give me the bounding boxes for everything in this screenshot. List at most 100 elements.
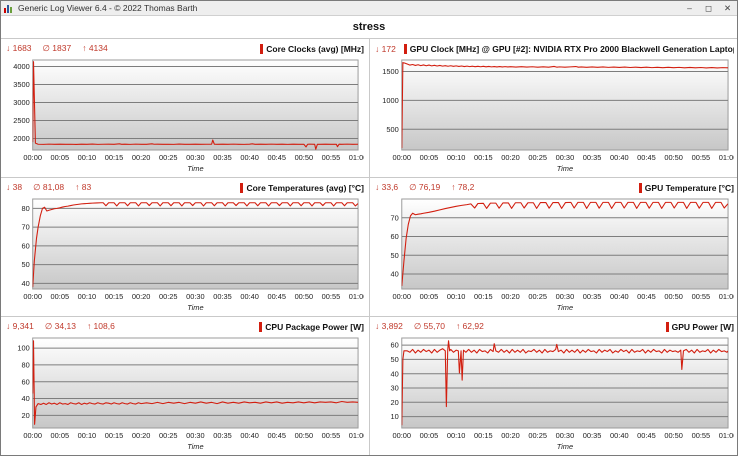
svg-text:00:20: 00:20 (132, 153, 151, 162)
svg-text:00:15: 00:15 (474, 431, 493, 440)
svg-text:00:40: 00:40 (610, 153, 629, 162)
svg-text:00:25: 00:25 (159, 431, 178, 440)
minimize-button[interactable]: – (687, 3, 692, 13)
svg-text:00:00: 00:00 (392, 292, 411, 301)
series-color-marker (260, 43, 264, 54)
svg-text:00:40: 00:40 (240, 431, 259, 440)
svg-text:00:00: 00:00 (392, 153, 411, 162)
svg-text:00:10: 00:10 (78, 431, 97, 440)
svg-text:100: 100 (17, 344, 29, 353)
series-color-marker (240, 182, 244, 193)
svg-text:00:05: 00:05 (51, 153, 70, 162)
chart-canvas-gpu-power[interactable]: 10 20 30 40 50 60 00:00 00:05 00:10 00:15 00:20 00:… (375, 334, 734, 452)
chart-panel-core-temperatures: ↓ 38 ∅ 81,08 ↑ 83 Core Temperatures (avg) … (1, 178, 370, 317)
svg-text:00:30: 00:30 (556, 292, 575, 301)
stat-value: ∅ 1837 (42, 43, 72, 53)
svg-text:00:25: 00:25 (159, 292, 178, 301)
chart-panel-gpu-temperature: ↓ 33,6 ∅ 76,19 ↑ 78,2 GPU Temperature [°C]… (370, 178, 737, 317)
svg-text:00:45: 00:45 (637, 292, 656, 301)
svg-text:00:20: 00:20 (132, 431, 151, 440)
svg-text:00:55: 00:55 (322, 431, 341, 440)
chart-canvas-gpu-clock[interactable]: 500 1000 1500 00:00 00:05 00:10 00:15 00:20 00:2… (375, 56, 734, 174)
svg-text:00:05: 00:05 (420, 292, 439, 301)
svg-text:1000: 1000 (382, 96, 399, 105)
svg-text:00:55: 00:55 (322, 153, 341, 162)
svg-text:60: 60 (21, 241, 29, 250)
svg-text:00:10: 00:10 (78, 292, 97, 301)
svg-text:00:20: 00:20 (501, 153, 520, 162)
svg-text:00:30: 00:30 (556, 153, 575, 162)
svg-text:00:45: 00:45 (637, 431, 656, 440)
chart-canvas-cpu-package-power[interactable]: 20 40 60 80 100 00:00 00:05 00:10 00:15 00:20 00:2… (6, 334, 364, 452)
chart-panel-core-clocks: ↓ 1683 ∅ 1837 ↑ 4134 Core Clocks (avg) [MH… (1, 39, 370, 178)
charts-grid: ↓ 1683 ∅ 1837 ↑ 4134 Core Clocks (avg) [MH… (1, 38, 737, 455)
svg-text:Time: Time (557, 164, 573, 173)
stat-value: ∅ 55,70 (413, 321, 445, 331)
chart-canvas-core-temperatures[interactable]: 40 50 60 70 80 00:00 00:05 00:10 00:15 00:20 00:25… (6, 195, 364, 313)
svg-text:00:50: 00:50 (664, 153, 683, 162)
svg-text:60: 60 (391, 341, 399, 350)
svg-text:3000: 3000 (13, 98, 29, 107)
svg-text:00:15: 00:15 (105, 292, 124, 301)
svg-text:00:05: 00:05 (51, 292, 70, 301)
series-color-marker (665, 321, 669, 332)
chart-title: Core Clocks (avg) [MHz] (266, 43, 364, 54)
svg-text:00:00: 00:00 (23, 153, 42, 162)
svg-text:00:45: 00:45 (637, 153, 656, 162)
svg-text:01:00: 01:00 (349, 153, 364, 162)
svg-text:2500: 2500 (13, 116, 29, 125)
chart-stats: ↓ 3,892 ∅ 55,70 ↑ 62,92 (375, 321, 484, 332)
app-icon (4, 3, 14, 13)
svg-text:00:15: 00:15 (105, 431, 124, 440)
svg-text:1500: 1500 (382, 67, 399, 76)
stat-value: ↑ 108,6 (86, 321, 115, 331)
svg-text:00:00: 00:00 (392, 431, 411, 440)
svg-text:00:50: 00:50 (295, 153, 314, 162)
chart-title: CPU Package Power [W] (265, 321, 364, 332)
stat-value: ↑ 4134 (82, 43, 108, 53)
window-title: Generic Log Viewer 6.4 - © 2022 Thomas B… (18, 3, 198, 13)
svg-text:00:35: 00:35 (583, 292, 602, 301)
stat-value: ↑ 62,92 (455, 321, 484, 331)
svg-text:00:35: 00:35 (583, 431, 602, 440)
svg-text:70: 70 (21, 223, 29, 232)
chart-stats: ↓ 33,6 ∅ 76,19 ↑ 78,2 (375, 182, 474, 193)
stat-value: ↓ 9,341 (6, 321, 34, 331)
svg-text:00:45: 00:45 (267, 292, 286, 301)
svg-text:00:30: 00:30 (186, 431, 205, 440)
svg-text:00:00: 00:00 (23, 292, 42, 301)
svg-text:80: 80 (21, 360, 29, 369)
svg-text:00:30: 00:30 (186, 153, 205, 162)
svg-text:40: 40 (391, 369, 399, 378)
svg-text:00:20: 00:20 (501, 292, 520, 301)
stat-value: ∅ 76,19 (409, 182, 441, 192)
svg-text:10: 10 (391, 412, 399, 421)
window-controls: – ◻ ✕ (680, 1, 737, 15)
chart-panel-cpu-package-power: ↓ 9,341 ∅ 34,13 ↑ 108,6 CPU Package Power … (1, 317, 370, 455)
svg-text:00:10: 00:10 (447, 431, 466, 440)
stat-value: ∅ 34,13 (44, 321, 76, 331)
svg-text:00:15: 00:15 (474, 292, 493, 301)
svg-text:60: 60 (21, 377, 29, 386)
svg-text:00:35: 00:35 (213, 431, 232, 440)
svg-text:01:00: 01:00 (349, 292, 364, 301)
chart-panel-gpu-power: ↓ 3,892 ∅ 55,70 ↑ 62,92 GPU Power [W] 10 20… (370, 317, 737, 455)
chart-title: GPU Temperature [°C] (644, 182, 734, 193)
close-button[interactable]: ✕ (723, 2, 732, 13)
chart-canvas-gpu-temperature[interactable]: 40 50 60 70 00:00 00:05 00:10 00:15 00:20 00:25 00… (375, 195, 734, 313)
svg-text:00:50: 00:50 (664, 292, 683, 301)
maximize-button[interactable]: ◻ (704, 2, 713, 13)
stat-value: ↑ 78,2 (451, 182, 475, 192)
svg-text:01:00: 01:00 (349, 431, 364, 440)
svg-text:00:40: 00:40 (610, 431, 629, 440)
window-titlebar[interactable]: Generic Log Viewer 6.4 - © 2022 Thomas B… (1, 1, 737, 16)
stat-value: ↓ 38 (6, 182, 23, 192)
svg-text:00:55: 00:55 (692, 431, 711, 440)
chart-canvas-core-clocks[interactable]: 2000 2500 3000 3500 4000 00:00 00:05 00:10 00:15… (6, 56, 364, 174)
svg-text:4000: 4000 (13, 62, 29, 71)
svg-text:50: 50 (391, 355, 399, 364)
svg-text:00:10: 00:10 (447, 153, 466, 162)
chart-stats: ↓ 38 ∅ 81,08 ↑ 83 (6, 182, 91, 193)
svg-text:70: 70 (391, 213, 399, 222)
